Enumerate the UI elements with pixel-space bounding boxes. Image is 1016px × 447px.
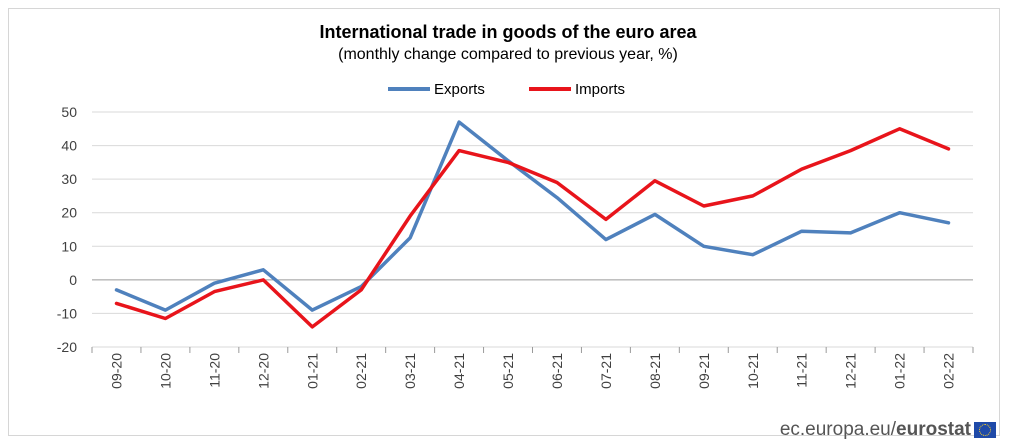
chart-frame (8, 8, 1000, 436)
x-tick-label: 09-20 (108, 353, 124, 389)
y-tick-label: 0 (69, 272, 77, 288)
eurostat-logo[interactable]: ec.europa.eu / eurostat (780, 419, 996, 441)
legend-swatch-exports (388, 87, 430, 91)
y-tick-label: 50 (61, 104, 77, 120)
x-tick-label: 11-21 (794, 353, 810, 388)
x-tick-label: 06-21 (549, 353, 565, 389)
x-tick-label: 10-20 (157, 353, 173, 389)
x-tick-label: 09-21 (696, 353, 712, 389)
x-tick-label: 01-22 (892, 353, 908, 389)
legend-item-imports: Imports (529, 78, 625, 100)
eu-flag-icon (974, 422, 996, 438)
brand-domain: ec.europa.eu (779, 419, 891, 440)
x-tick-label: 03-21 (402, 353, 418, 389)
x-tick-label: 01-21 (304, 353, 320, 389)
y-tick-label: 40 (61, 138, 77, 154)
x-tick-label: 02-21 (353, 353, 369, 389)
y-tick-label: 20 (61, 205, 77, 221)
chart-title: International trade in goods of the euro… (319, 22, 697, 42)
x-tick-label: 08-21 (647, 353, 663, 389)
chart-legend: Exports Imports (0, 78, 1016, 100)
y-tick-label: -20 (57, 339, 77, 355)
x-tick-label: 12-21 (843, 353, 859, 389)
x-tick-label: 05-21 (500, 353, 516, 389)
chart-subtitle: (monthly change compared to previous yea… (338, 46, 678, 63)
x-tick-label: 07-21 (598, 353, 614, 389)
x-tick-label: 04-21 (451, 353, 467, 389)
y-tick-label: 30 (61, 171, 77, 187)
x-tick-label: 02-22 (941, 353, 957, 389)
x-tick-label: 12-20 (255, 353, 271, 389)
x-tick-label: 11-20 (206, 353, 222, 388)
x-tick-label: 10-21 (745, 353, 761, 389)
brand-separator: / (890, 419, 897, 440)
legend-item-exports: Exports (388, 78, 485, 100)
y-tick-label: 10 (61, 238, 77, 254)
legend-label-imports: Imports (575, 80, 626, 98)
series-line-imports (114, 127, 951, 329)
y-tick-label: -10 (57, 305, 77, 321)
series-line-exports (114, 120, 951, 312)
legend-label-exports: Exports (434, 80, 485, 98)
legend-swatch-imports (529, 87, 571, 91)
brand-name: eurostat (896, 419, 971, 440)
